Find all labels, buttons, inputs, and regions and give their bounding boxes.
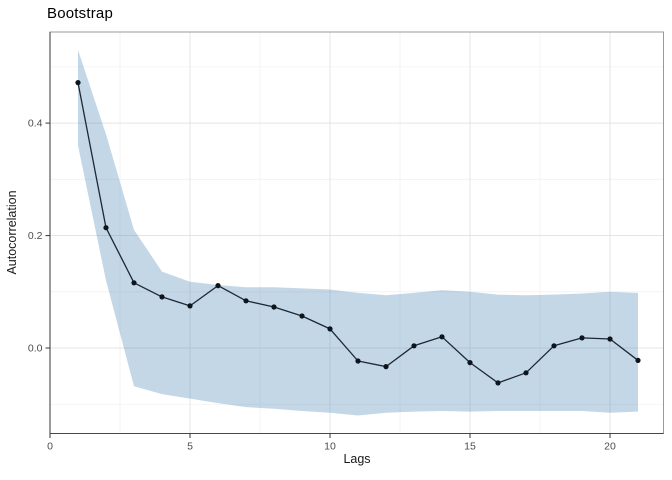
y-tick-label: 0.2 [28, 230, 43, 242]
data-point [551, 343, 557, 349]
data-point [355, 358, 361, 364]
y-axis-title: Autocorrelation [5, 190, 19, 275]
data-point [635, 357, 641, 363]
data-point [495, 380, 501, 386]
data-point [243, 298, 249, 304]
y-tick-label: 0.4 [28, 118, 43, 130]
data-point [411, 343, 417, 349]
data-point [159, 294, 165, 300]
data-point [467, 360, 473, 366]
data-point [103, 225, 109, 231]
data-point [271, 304, 277, 310]
y-tick-label: 0.0 [28, 343, 43, 355]
confidence-band [78, 50, 638, 416]
data-point [607, 336, 613, 342]
data-point [215, 283, 221, 289]
data-point [131, 280, 137, 286]
data-point [579, 335, 585, 341]
x-tick-label: 15 [464, 441, 476, 453]
panel-background [50, 32, 664, 434]
data-point [383, 364, 389, 370]
data-point [75, 80, 81, 86]
x-tick-label: 5 [187, 441, 193, 453]
chart-title: Bootstrap [47, 5, 114, 22]
x-axis-title: Lags [343, 452, 371, 466]
data-point [327, 326, 333, 332]
x-tick-label: 10 [324, 441, 336, 453]
data-point [523, 370, 529, 376]
x-tick-label: 0 [47, 441, 53, 453]
data-point [187, 303, 193, 309]
x-tick-label: 20 [604, 441, 616, 453]
data-point [439, 334, 445, 340]
data-point [299, 313, 305, 319]
